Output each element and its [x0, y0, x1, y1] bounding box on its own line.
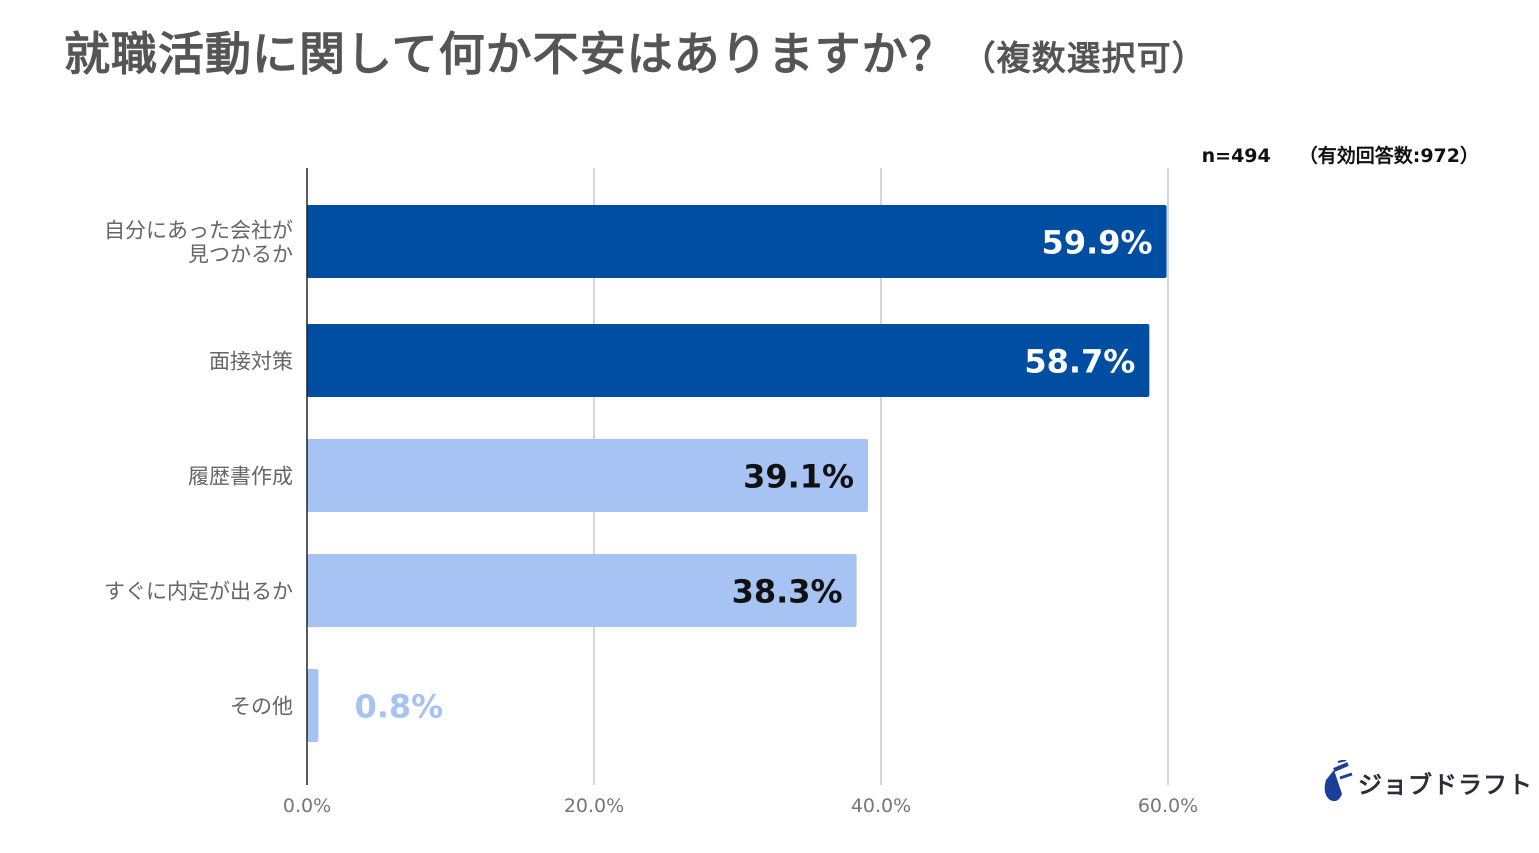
- sample-size-note: n=494 （有効回答数:972）: [1202, 141, 1479, 168]
- x-tick-label: 0.0%: [283, 795, 331, 817]
- category-label: 見つかるか: [188, 243, 293, 267]
- title-subtitle: （複数選択可）: [961, 39, 1207, 79]
- data-label: 58.7%: [1024, 343, 1135, 381]
- category-label: その他: [230, 695, 293, 719]
- bar: [307, 439, 869, 512]
- bar: [307, 669, 319, 742]
- data-label: 38.3%: [732, 573, 843, 611]
- data-label: 0.8%: [354, 688, 443, 726]
- x-tick-label: 60.0%: [1138, 795, 1198, 817]
- title-main: 就職活動に関して何か不安はありますか？: [64, 27, 956, 81]
- category-label: 面接対策: [209, 350, 293, 374]
- logo-text: ジョブドラフト: [1358, 770, 1533, 799]
- bar: [307, 205, 1167, 278]
- bar: [307, 554, 857, 627]
- sample-n: n=494: [1201, 145, 1271, 167]
- x-tick-label: 40.0%: [851, 795, 911, 817]
- data-label: 39.1%: [743, 458, 854, 496]
- sample-valid-count: （有効回答数:972）: [1298, 145, 1479, 167]
- category-label: 自分にあった会社が: [104, 219, 293, 243]
- logo-mark-icon: [1324, 760, 1353, 802]
- data-label: 59.9%: [1042, 224, 1153, 262]
- category-label: すぐに内定が出るか: [104, 580, 293, 604]
- chart-title: 就職活動に関して何か不安はありますか？ （複数選択可）: [64, 18, 1207, 84]
- category-label: 履歴書作成: [188, 465, 293, 489]
- brand-logo: ジョブドラフト: [1320, 760, 1533, 804]
- bar: [307, 324, 1150, 397]
- x-tick-label: 20.0%: [564, 795, 624, 817]
